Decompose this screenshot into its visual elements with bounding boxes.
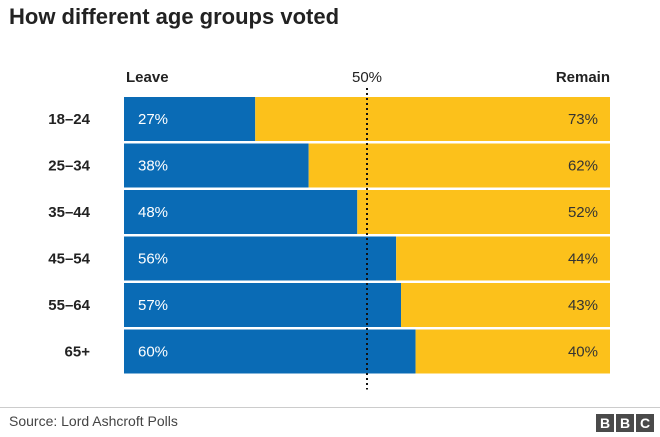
legend-leave: Leave [126, 69, 169, 86]
category-label: 25–34 [48, 158, 90, 175]
bar-leave [124, 329, 416, 374]
bar-leave [124, 143, 309, 188]
data-label-leave: 56% [138, 251, 168, 268]
data-label-remain: 40% [568, 344, 598, 361]
data-label-remain: 52% [568, 204, 598, 221]
category-label: 65+ [65, 344, 91, 361]
category-label: 35–44 [48, 204, 90, 221]
data-label-leave: 38% [138, 158, 168, 175]
bar-remain [401, 283, 610, 327]
bar-leave [124, 97, 256, 141]
category-label: 55–64 [48, 297, 90, 314]
bar-leave [124, 190, 358, 234]
data-label-leave: 27% [138, 111, 168, 128]
bar-remain [308, 143, 610, 188]
data-label-remain: 73% [568, 111, 598, 128]
bar-remain [396, 236, 610, 281]
bar-remain [357, 190, 610, 234]
bar-leave [124, 283, 402, 327]
bar-remain [415, 329, 610, 374]
logo-letter: B [596, 414, 614, 432]
data-label-leave: 60% [138, 344, 168, 361]
logo-letter: B [616, 414, 634, 432]
data-label-remain: 43% [568, 297, 598, 314]
data-label-remain: 62% [568, 158, 598, 175]
source-note: Source: Lord Ashcroft Polls [9, 413, 178, 429]
data-label-leave: 57% [138, 297, 168, 314]
footer-divider [0, 407, 660, 408]
chart-title: How different age groups voted [9, 4, 340, 29]
category-label: 18–24 [48, 111, 90, 128]
legend-remain: Remain [556, 69, 610, 86]
category-label: 45–54 [48, 251, 90, 268]
reference-line-label: 50% [352, 69, 382, 86]
bar-remain [255, 97, 610, 141]
data-label-remain: 44% [568, 251, 598, 268]
logo-letter: C [636, 414, 654, 432]
data-label-leave: 48% [138, 204, 168, 221]
bar-leave [124, 236, 397, 281]
bbc-logo: B B C [596, 414, 654, 432]
